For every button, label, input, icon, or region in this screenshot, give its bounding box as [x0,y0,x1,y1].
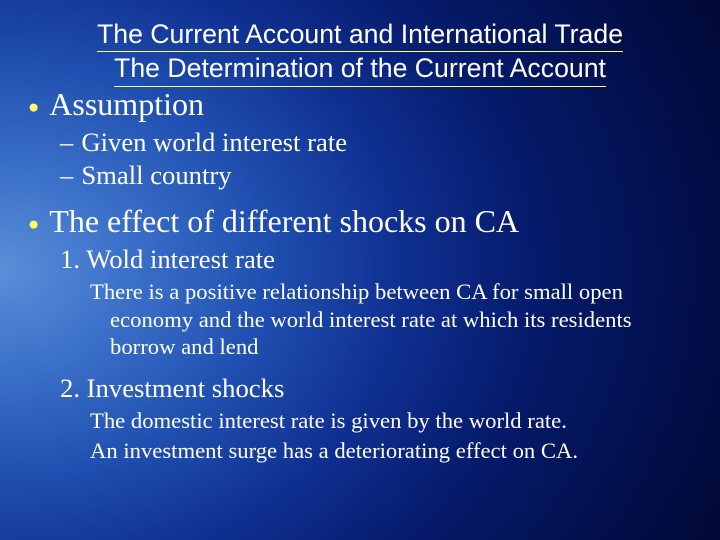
numbered-text: Investment shocks [87,373,285,403]
dash-icon: – [60,127,73,158]
bullet-text: Assumption [49,86,204,123]
sub-bullet: – Small country [60,160,692,191]
spacer [28,363,692,369]
number-label: 2. [60,373,80,403]
numbered-item: 2. Investment shocks [60,373,692,404]
spacer [28,193,692,203]
slide-body: ● Assumption – Given world interest rate… [28,86,692,466]
paragraph: There is a positive relationship between… [90,278,672,361]
sub-bullet: – Given world interest rate [60,127,692,158]
bullet-text: The effect of different shocks on CA [49,203,519,240]
bullet-effects: ● The effect of different shocks on CA [28,203,692,240]
bullet-assumption: ● Assumption [28,86,692,123]
numbered-text: Wold interest rate [86,244,275,274]
title-line-1: The Current Account and International Tr… [0,18,720,52]
slide-title: The Current Account and International Tr… [0,18,720,87]
bullet-icon: ● [28,97,39,119]
sub-bullet-text: Given world interest rate [81,127,347,158]
numbered-item: 1. Wold interest rate [60,244,692,275]
bullet-icon: ● [28,214,39,236]
number-label: 1. [60,244,80,274]
paragraph: The domestic interest rate is given by t… [90,407,672,435]
title-line-2-text: The Determination of the Current Account [114,52,606,86]
title-line-1-text: The Current Account and International Tr… [97,18,623,52]
title-line-2: The Determination of the Current Account [0,52,720,86]
sub-bullet-text: Small country [81,160,231,191]
paragraph: An investment surge has a deteriorating … [90,437,672,465]
slide: The Current Account and International Tr… [0,0,720,540]
dash-icon: – [60,160,73,191]
